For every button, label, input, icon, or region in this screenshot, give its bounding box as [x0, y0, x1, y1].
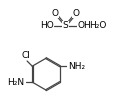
- Text: O: O: [52, 9, 59, 18]
- Text: H₂N: H₂N: [7, 78, 25, 87]
- Text: O: O: [72, 9, 79, 18]
- Text: NH₂: NH₂: [68, 62, 85, 71]
- Text: H₂O: H₂O: [89, 21, 106, 30]
- Text: Cl: Cl: [22, 51, 30, 60]
- Text: S: S: [63, 21, 68, 30]
- Text: HO: HO: [40, 21, 54, 30]
- Text: OH: OH: [77, 21, 91, 30]
